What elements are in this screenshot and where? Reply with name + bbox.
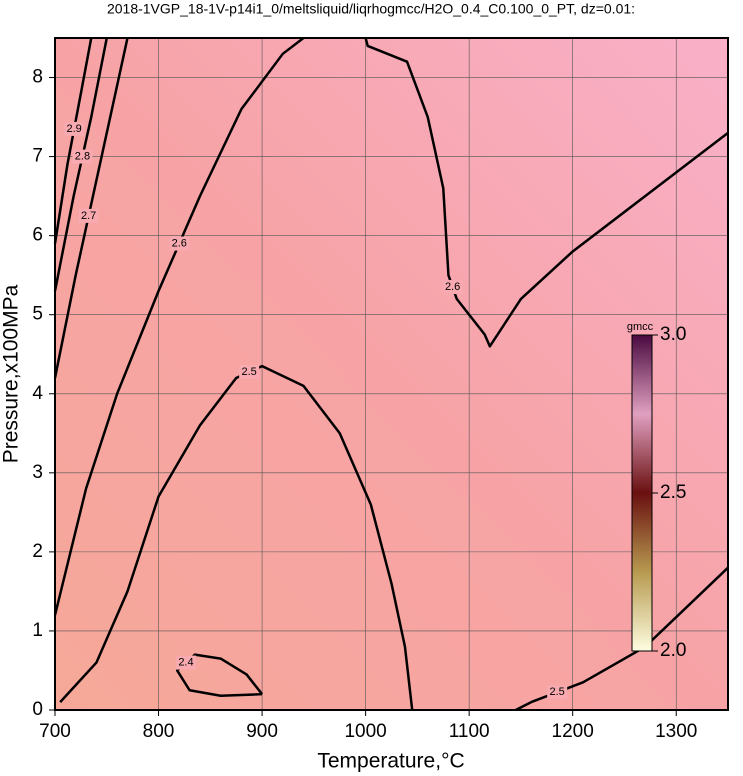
- contour-label-bg: [239, 365, 260, 380]
- contour-label: 2.7: [81, 210, 96, 222]
- y-tick-label: 6: [32, 225, 43, 246]
- y-tick-label: 2: [32, 541, 43, 562]
- contour-line: [515, 566, 729, 712]
- x-tick-label: 1000: [344, 721, 386, 742]
- plot-background: [55, 38, 728, 710]
- plot-frame: [54, 37, 729, 711]
- y-tick-label: 0: [32, 699, 43, 720]
- colorbar-tick-label: 2.5: [660, 482, 686, 503]
- contour-label-bg: [72, 149, 93, 164]
- y-axis-title: Pressure,x100MPa: [0, 284, 23, 463]
- contour-line: [59, 364, 414, 711]
- colorbar: [631, 334, 653, 652]
- y-tick-label: 1: [32, 620, 43, 641]
- x-axis-title: Temperature,°C: [317, 750, 464, 773]
- contour-label-bg: [442, 280, 463, 295]
- x-tick-label: 900: [246, 721, 278, 742]
- x-tick-label: 1300: [655, 721, 697, 742]
- contour-label: 2.8: [75, 150, 90, 162]
- x-tick-label: 700: [39, 721, 71, 742]
- contour-label-bg: [169, 236, 190, 251]
- y-tick-label: 7: [32, 146, 43, 167]
- y-tick-label: 4: [32, 383, 43, 404]
- contour-label: 2.6: [172, 237, 187, 249]
- colorbar-label: gmcc: [627, 321, 654, 333]
- contour-label: 2.4: [178, 656, 193, 668]
- contour-label: 2.9: [67, 123, 82, 135]
- chart-title: 2018-1VGP_18-1V-p14i1_0/meltsliquid/liqr…: [107, 1, 635, 17]
- colorbar-tick-label: 3.0: [660, 324, 686, 345]
- y-tick-label: 5: [32, 304, 43, 325]
- contours: 2.4 2.5 2.5 2.6 2.6 2.7 2.8 2.9: [53, 37, 729, 712]
- contour-line: [364, 37, 729, 348]
- contour-label-bg: [547, 685, 568, 700]
- contour-label-bg: [78, 208, 99, 223]
- grid: [54, 38, 728, 711]
- x-tick-label: 1100: [449, 721, 490, 742]
- contour-label: 2.6: [445, 281, 460, 293]
- contour-label: 2.5: [550, 686, 565, 698]
- contour-label-bg: [64, 121, 85, 136]
- contour-label-bg: [175, 655, 196, 670]
- colorbar-tick-label: 2.0: [660, 640, 686, 661]
- contour-label: 2.5: [241, 366, 256, 378]
- y-tick-label: 3: [32, 462, 43, 483]
- y-tick-label: 8: [32, 67, 43, 88]
- x-tick-label: 1200: [552, 721, 594, 742]
- x-tick-label: 800: [143, 721, 175, 742]
